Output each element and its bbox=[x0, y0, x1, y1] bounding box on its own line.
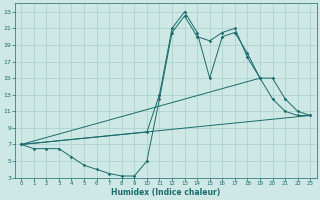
X-axis label: Humidex (Indice chaleur): Humidex (Indice chaleur) bbox=[111, 188, 220, 197]
